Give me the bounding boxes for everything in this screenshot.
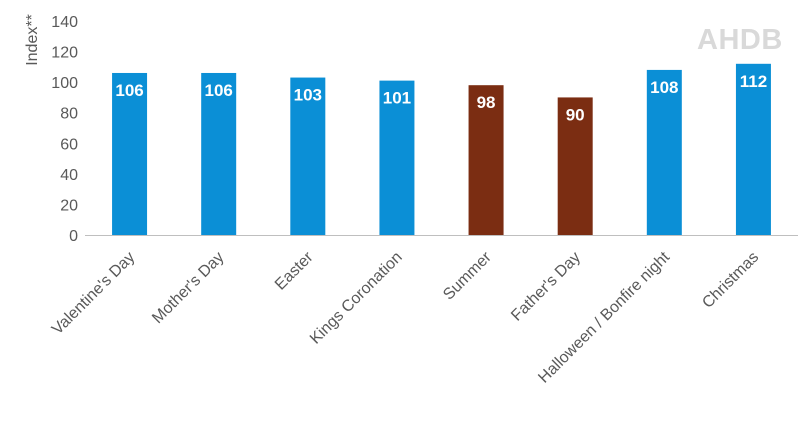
y-tick-label: 120 bbox=[51, 45, 78, 62]
data-label: 101 bbox=[383, 89, 411, 108]
x-tick-label: Mother's Day bbox=[149, 249, 227, 327]
y-tick-label: 0 bbox=[69, 228, 78, 245]
bar bbox=[379, 80, 415, 235]
y-tick-label: 80 bbox=[60, 106, 78, 123]
y-tick-label: 40 bbox=[60, 167, 78, 184]
data-label: 103 bbox=[294, 86, 322, 105]
y-axis: 0 20 40 60 80 100 120 140 bbox=[51, 14, 78, 245]
data-label: 90 bbox=[566, 105, 585, 124]
y-tick-label: 60 bbox=[60, 136, 78, 153]
bar bbox=[290, 77, 326, 235]
bar bbox=[468, 85, 504, 235]
data-label: 112 bbox=[740, 72, 767, 91]
x-tick-label: Kings Coronation bbox=[307, 249, 406, 348]
x-tick-label: Easter bbox=[272, 248, 317, 293]
data-label: 98 bbox=[477, 93, 496, 112]
x-tick-label: Summer bbox=[440, 248, 495, 303]
y-tick-label: 100 bbox=[51, 75, 78, 92]
data-label: 108 bbox=[650, 78, 678, 97]
bar bbox=[735, 63, 771, 235]
bar bbox=[557, 97, 593, 235]
data-label: 106 bbox=[115, 81, 143, 100]
ahdb-watermark: AHDB bbox=[697, 24, 783, 56]
y-tick-label: 20 bbox=[60, 197, 78, 214]
bar bbox=[201, 72, 237, 235]
y-tick-label: 140 bbox=[51, 14, 78, 31]
bar bbox=[112, 72, 148, 235]
y-axis-title: Index** bbox=[24, 14, 41, 66]
data-label: 106 bbox=[205, 81, 233, 100]
x-tick-label: Christmas bbox=[699, 249, 762, 312]
bar bbox=[646, 69, 682, 236]
bars-group: 106 106 103 101 98 90 108 112 bbox=[112, 63, 771, 236]
x-tick-label: Father's Day bbox=[508, 249, 584, 325]
x-tick-label: Valentine's Day bbox=[49, 249, 138, 338]
